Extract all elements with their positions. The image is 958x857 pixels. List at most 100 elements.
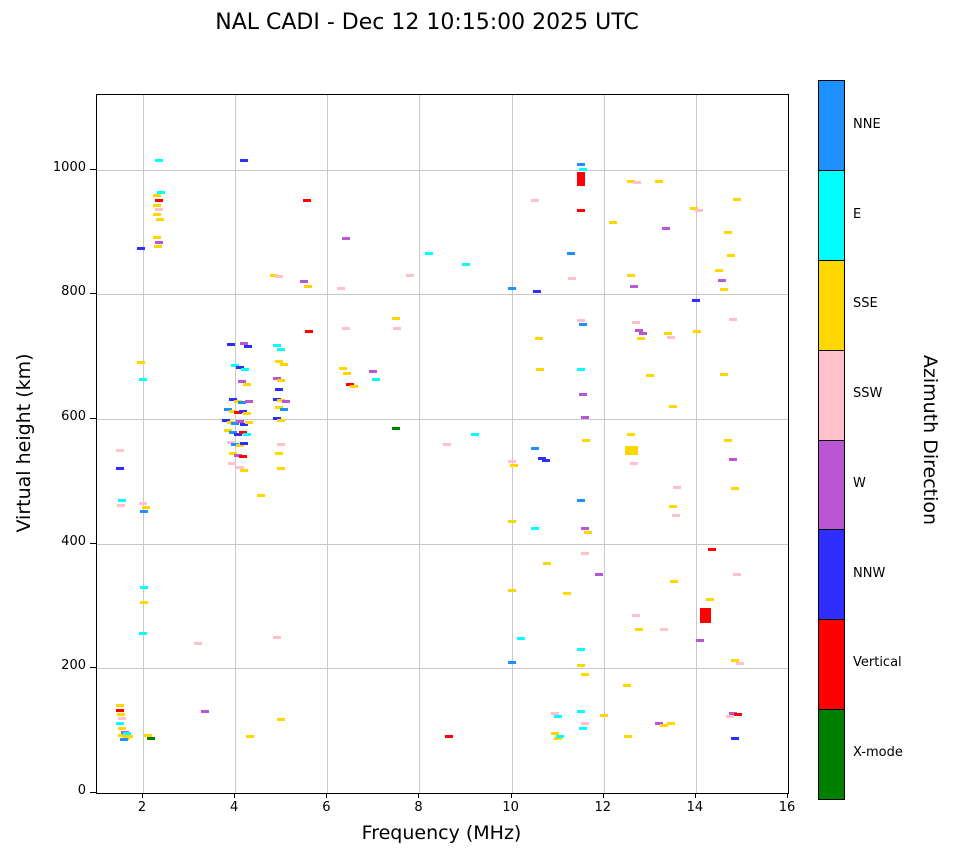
data-point-e [243, 433, 252, 437]
x-tick-mark [787, 793, 788, 798]
data-point-sse [627, 274, 636, 278]
data-point-sse [536, 367, 545, 371]
data-point-sse [719, 372, 728, 376]
data-point-sse [392, 316, 401, 320]
data-point-sse [277, 466, 286, 470]
data-point-nnw [221, 418, 230, 422]
data-point-ssw [694, 208, 703, 212]
data-point-sse [152, 213, 161, 217]
data-point-e [118, 498, 127, 502]
data-point-nnw [541, 459, 550, 463]
x-tick-label: 14 [686, 800, 704, 815]
x-tick-label: 10 [502, 800, 519, 815]
data-point-sse [731, 487, 740, 491]
data-point-e [241, 368, 250, 372]
data-point-sse [666, 721, 675, 725]
x-gridline [603, 95, 605, 793]
data-point-sse [245, 420, 254, 424]
x-gridline [143, 95, 145, 793]
data-point-ssw [659, 628, 668, 632]
data-point-e [553, 715, 562, 719]
data-point-w [579, 392, 588, 396]
data-point-sse [270, 273, 279, 277]
colorbar-title: Azimuth Direction [919, 354, 941, 526]
data-point-sse [624, 445, 638, 455]
data-point-sse [233, 400, 242, 404]
data-point-sse [551, 732, 560, 736]
data-point-w [728, 458, 737, 462]
data-point-ssw [443, 442, 452, 446]
x-tick-label: 2 [137, 800, 147, 815]
data-point-nnw [233, 432, 242, 436]
data-point-nnw [240, 422, 249, 426]
data-point-sse [256, 493, 265, 497]
chart-title: NAL CADI - Dec 12 10:15:00 2025 UTC [215, 10, 639, 35]
y-tick-mark [90, 792, 96, 793]
plot-area [96, 94, 789, 794]
data-point-sse [143, 734, 152, 738]
data-point-w [240, 341, 249, 345]
data-point-ssw [633, 180, 642, 184]
colorbar-label-x-mode: X-mode [853, 745, 903, 761]
data-point-sse [228, 410, 237, 414]
data-point-w [238, 379, 247, 383]
data-point-ssw [666, 335, 675, 339]
data-point-sse [553, 736, 562, 740]
data-point-sse [118, 734, 127, 738]
data-point-ssw [118, 717, 127, 721]
data-point-nnw [691, 299, 700, 303]
colorbar-label-e: E [853, 206, 862, 222]
colorbar-segment-vertical [819, 619, 844, 710]
data-point-w [696, 638, 705, 642]
data-point-vertical [445, 735, 454, 739]
data-point-ssw [576, 319, 585, 323]
y-tick-label: 800 [61, 284, 86, 300]
data-point-ssw [725, 715, 734, 719]
data-point-nnw [228, 398, 237, 402]
data-point-nne [280, 408, 289, 412]
x-tick-mark [234, 793, 236, 798]
x-axis-label: Frequency (MHz) [361, 822, 522, 844]
data-point-sse [535, 336, 544, 340]
data-point-w [300, 279, 309, 283]
data-point-sse [152, 203, 161, 207]
data-point-e [516, 636, 525, 640]
data-point-nne [238, 401, 247, 405]
data-point-sse [226, 420, 235, 424]
data-point-sse [339, 367, 348, 371]
data-point-e [139, 378, 148, 382]
data-point-vertical [238, 431, 247, 435]
data-point-ssw [530, 199, 539, 203]
data-point-e [116, 722, 125, 726]
x-tick-mark [510, 793, 512, 798]
data-point-w [245, 400, 254, 404]
data-point-sse [274, 360, 283, 364]
data-point-sse [731, 659, 740, 663]
data-point-ssw [631, 320, 640, 324]
x-tick-label: 8 [414, 800, 423, 815]
data-point-ssw [235, 466, 244, 470]
data-point-e [556, 734, 565, 738]
data-point-sse [705, 598, 714, 602]
data-point-sse [510, 464, 519, 468]
data-point-nne [228, 431, 237, 435]
x-gridline [327, 95, 329, 793]
data-point-sse [303, 285, 312, 289]
data-point-ssw [139, 501, 148, 505]
data-point-ssw [341, 327, 350, 331]
data-point-vertical [346, 382, 355, 386]
data-point-vertical [233, 411, 242, 415]
data-point-w [661, 227, 670, 231]
data-point-nnw [116, 466, 125, 470]
data-point-e [424, 252, 433, 256]
y-tick-label: 0 [77, 783, 86, 798]
data-point-ssw [226, 441, 235, 445]
data-point-sse [136, 361, 145, 365]
data-point-w [155, 240, 164, 244]
colorbar-segment-e [819, 169, 844, 260]
x-tick-label: 6 [322, 800, 331, 815]
colorbar-label-w: W [853, 475, 866, 491]
data-point-e [272, 344, 281, 348]
data-point-w [595, 573, 604, 577]
y-tick-mark [90, 542, 96, 544]
